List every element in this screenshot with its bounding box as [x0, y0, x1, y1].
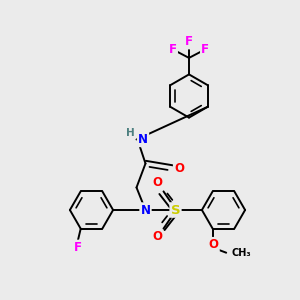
Text: O: O: [152, 230, 162, 244]
Text: O: O: [152, 176, 162, 190]
Text: F: F: [201, 43, 209, 56]
Text: F: F: [169, 43, 177, 56]
Text: O: O: [174, 161, 184, 175]
Text: F: F: [185, 35, 193, 48]
Text: N: N: [138, 133, 148, 146]
Text: H: H: [126, 128, 135, 138]
Text: CH₃: CH₃: [232, 248, 251, 258]
Text: S: S: [171, 203, 180, 217]
Text: F: F: [74, 241, 82, 254]
Text: N: N: [140, 203, 151, 217]
Text: O: O: [208, 238, 219, 251]
